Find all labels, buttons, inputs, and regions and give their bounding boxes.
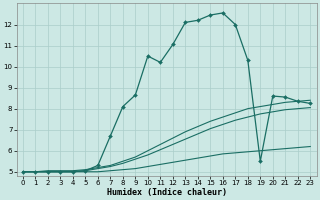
X-axis label: Humidex (Indice chaleur): Humidex (Indice chaleur): [107, 188, 227, 197]
